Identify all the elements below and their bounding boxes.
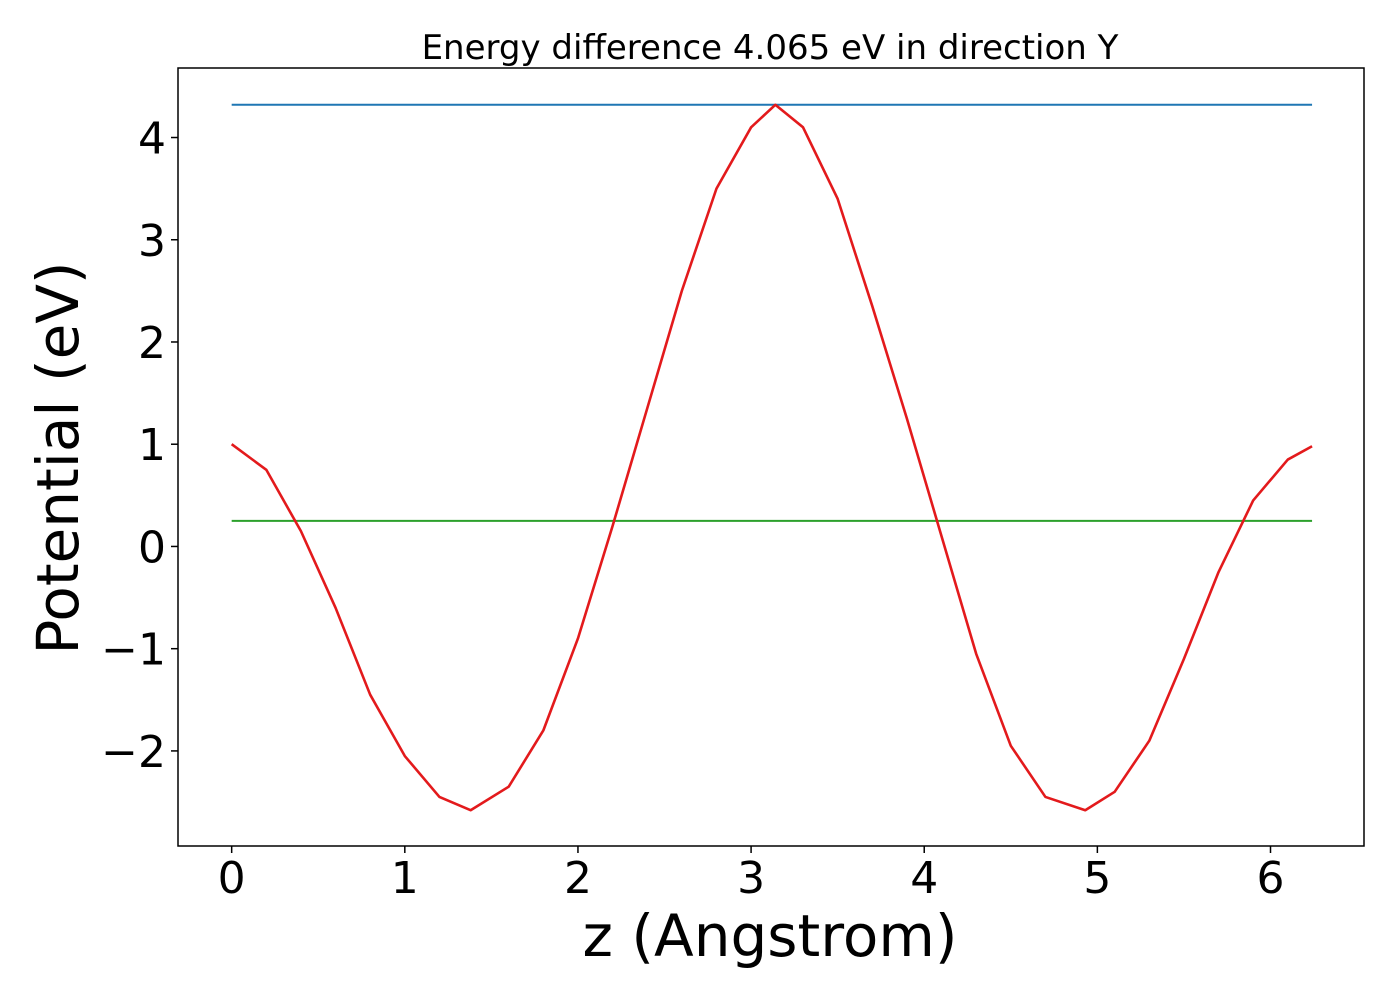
x-tick-label: 6 bbox=[1257, 853, 1285, 904]
y-tick-label: 1 bbox=[138, 420, 166, 471]
x-tick-label: 5 bbox=[1083, 853, 1111, 904]
y-tick-label: −2 bbox=[101, 727, 166, 778]
y-tick-label: 4 bbox=[138, 114, 166, 165]
plot-area-frame bbox=[177, 67, 1365, 847]
x-tick-label: 1 bbox=[391, 853, 419, 904]
x-tick-label: 2 bbox=[564, 853, 592, 904]
x-tick-label: 3 bbox=[737, 853, 765, 904]
x-tick-label: 4 bbox=[910, 853, 938, 904]
x-axis-label: z (Angstrom) bbox=[583, 902, 958, 970]
y-tick-label: 3 bbox=[138, 216, 166, 267]
y-tick-label: 2 bbox=[138, 318, 166, 369]
series-line-2 bbox=[230, 103, 1313, 812]
y-tick-label: 0 bbox=[138, 522, 166, 573]
chart-title: Energy difference 4.065 eV in direction … bbox=[422, 28, 1119, 68]
y-tick-label: −1 bbox=[101, 625, 166, 676]
x-tick-label: 0 bbox=[218, 853, 246, 904]
series-layer bbox=[230, 103, 1313, 812]
x-axis: 0 1 2 3 4 5 6 bbox=[218, 846, 1285, 904]
y-axis-label: Potential (eV) bbox=[24, 261, 92, 654]
y-axis: −2 −1 0 1 2 3 4 bbox=[101, 114, 178, 778]
